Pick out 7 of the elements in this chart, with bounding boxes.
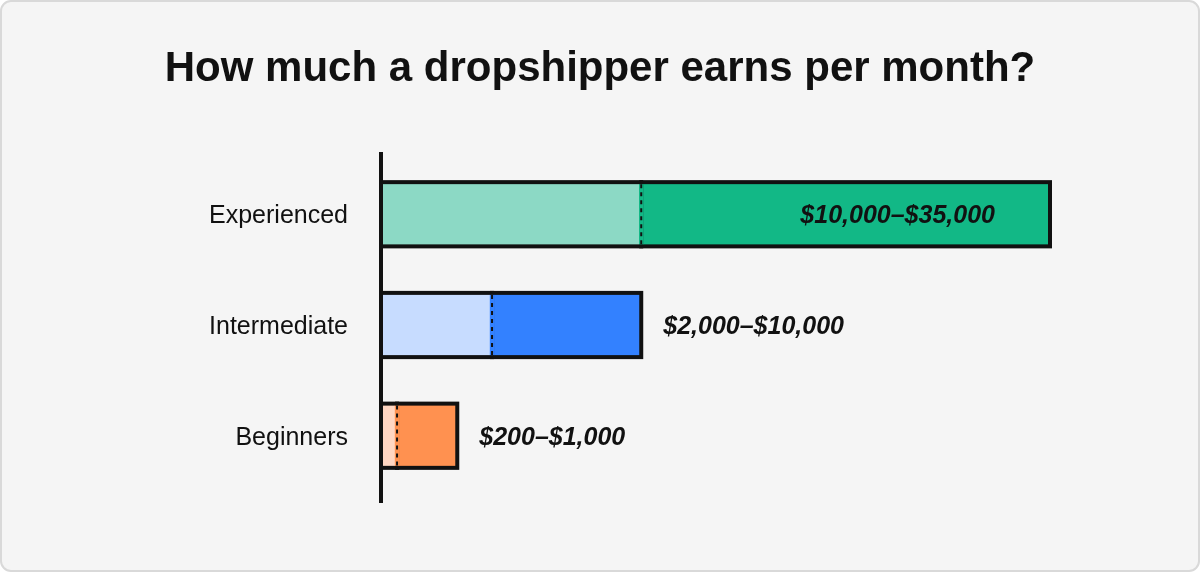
annotation: $2,000–$10,000	[662, 311, 845, 339]
annotation: $200–$1,000	[478, 421, 626, 450]
y-tick-label: Experienced	[209, 200, 348, 229]
chart-title: How much a dropshipper earns per month?	[164, 42, 1036, 90]
y-tick-label: Intermediate	[209, 311, 348, 339]
y-tick-label: Beginners	[235, 421, 348, 450]
annotation: $10,000–$35,000	[799, 200, 996, 229]
